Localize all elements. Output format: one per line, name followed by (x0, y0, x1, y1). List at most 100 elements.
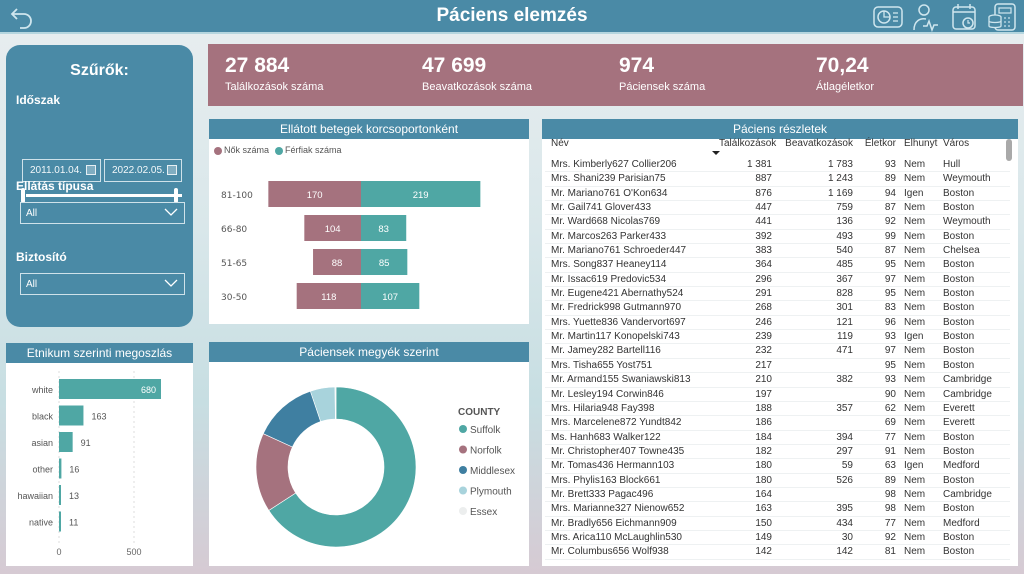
date-range-slider[interactable] (26, 194, 182, 197)
table-row[interactable]: Mr. Columbus656 Wolf938 142 142 81 Nem Boston (545, 545, 1010, 560)
table-row[interactable]: Mrs. Tisha655 Yost751 217 95 Nem Boston (545, 359, 1010, 374)
col-header-deceased[interactable]: Elhunyt (904, 138, 938, 149)
legend-dot-essex[interactable] (459, 507, 467, 515)
bar-female-30-50[interactable] (296, 283, 361, 309)
table-row[interactable]: Mr. Martin117 Konopelski743 239 119 93 Igen B… (545, 330, 1010, 345)
slider-handle-end[interactable] (174, 188, 178, 203)
legend-dot-plymouth[interactable] (459, 486, 467, 495)
bar-female-66-80[interactable] (304, 215, 361, 241)
cell-city: Cambridge (943, 374, 992, 386)
cell-age: 89 (884, 474, 896, 486)
bar-male-30-50[interactable] (361, 283, 420, 309)
bar-female-81-100[interactable] (268, 181, 361, 207)
cell-age: 97 (884, 273, 896, 285)
table-row[interactable]: Mr. Mariano761 O'Kon634 876 1 169 94 Igen Bos… (545, 187, 1010, 202)
back-arrow-icon[interactable] (8, 5, 36, 29)
cell-age: 90 (884, 388, 896, 400)
dashboard-icon[interactable] (872, 2, 904, 32)
slider-handle-start[interactable] (21, 188, 25, 203)
table-row[interactable]: Mrs. Phylis163 Block661 180 526 89 Nem Boston (545, 474, 1010, 488)
table-row[interactable]: Mr. Fredrick998 Gutmann970 268 301 83 Nem Bos… (545, 301, 1010, 316)
patient-activity-icon[interactable] (910, 2, 942, 32)
bar-hawaiian[interactable] (59, 485, 61, 505)
legend-label: Norfolk (470, 446, 503, 457)
sort-descending-icon[interactable] (712, 151, 720, 155)
data-label: 13 (69, 491, 79, 501)
cell-city: Boston (943, 331, 975, 343)
cell-city: Weymouth (943, 216, 991, 228)
bar-asian[interactable] (59, 432, 73, 452)
table-row[interactable]: Mrs. Marcelene872 Yundt842 186 69 Nem Everet… (545, 416, 1010, 431)
table-row[interactable]: Mr. Gail741 Glover433 447 759 87 Nem Boston (545, 201, 1010, 216)
cell-deceased: Nem (904, 302, 926, 314)
table-row[interactable]: Mr. Issac619 Predovic534 296 367 97 Nem Bosto… (545, 273, 1010, 288)
data-label-male: 83 (378, 224, 389, 235)
legend-dot-middlesex[interactable] (459, 466, 467, 474)
table-row[interactable]: Mr. Ward668 Nicolas769 441 136 92 Nem Weymout… (545, 215, 1010, 230)
col-header-encounters[interactable]: Találkozások (719, 138, 777, 149)
donut-slice-suffolk[interactable] (268, 386, 417, 548)
page-title: Páciens elemzés (436, 5, 588, 26)
legend-dot-norfolk[interactable] (459, 445, 467, 454)
table-row[interactable]: Mr. Bradly656 Eichmann909 150 434 77 Nem Medf… (545, 517, 1010, 531)
cell-encounters: 296 (755, 273, 772, 285)
cell-encounters: 142 (755, 546, 772, 558)
bar-other[interactable] (59, 458, 62, 479)
date-from-input[interactable]: 2011.01.04. (22, 159, 101, 182)
bar-native[interactable] (59, 511, 61, 532)
table-row[interactable]: Mr. Lesley194 Corwin846 197 90 Nem Cambridge (545, 388, 1010, 402)
bar-male-51-65[interactable] (361, 249, 408, 275)
care-type-dropdown[interactable]: All (20, 202, 185, 224)
table-row[interactable]: Mrs. Marianne327 Nienow652 163 395 98 Nem Bos… (545, 502, 1010, 517)
table-row[interactable]: Mr. Christopher407 Towne435 182 297 91 Nem Bo… (545, 445, 1010, 460)
table-row[interactable]: Mr. Jamey282 Bartell116 232 471 97 Nem Boston (545, 344, 1010, 359)
table-row[interactable]: Mrs. Song837 Heaney114 364 485 95 Nem Boston (545, 258, 1010, 273)
x-tick-label: 500 (126, 547, 141, 557)
cell-name: Ms. Hanh683 Walker122 (551, 431, 661, 443)
calendar-icon[interactable] (167, 165, 177, 175)
insurer-dropdown[interactable]: All (20, 273, 185, 295)
cell-deceased: Nem (904, 503, 926, 515)
donut-slice-essex[interactable] (334, 386, 337, 420)
calendar-clock-icon[interactable] (948, 2, 980, 32)
calendar-icon[interactable] (86, 165, 96, 175)
table-scrollbar[interactable] (1006, 139, 1012, 161)
table-row[interactable]: Mrs. Yuette836 Vandervort697 246 121 96 Nem B… (545, 316, 1010, 331)
table-row[interactable]: Mrs. Kimberly627 Collier206 1 381 1 783 93 N… (545, 158, 1010, 173)
bar-black[interactable] (59, 405, 84, 426)
col-header-procedures[interactable]: Beavatkozások (785, 138, 853, 149)
bar-white[interactable] (59, 379, 161, 399)
legend-dot-suffolk[interactable] (459, 425, 467, 433)
cell-age: 87 (884, 202, 896, 214)
table-row[interactable]: Mr. Tomas436 Hermann103 180 59 63 Igen Medfor… (545, 459, 1010, 474)
table-row[interactable]: Mr. Brett333 Pagac496 164 98 Nem Cambridge (545, 488, 1010, 503)
table-row[interactable]: Mr. Eugene421 Abernathy524 291 828 95 Nem Bos… (545, 287, 1010, 302)
col-header-age[interactable]: Életkor (864, 138, 896, 149)
finance-calculator-icon[interactable] (986, 2, 1018, 32)
table-row[interactable]: Mrs. Shani239 Parisian75 887 1 243 89 Nem Wey… (545, 172, 1010, 187)
bar-female-51-65[interactable] (313, 249, 361, 275)
table-row[interactable]: Mr. Marcos263 Parker433 392 493 99 Nem Boston (545, 230, 1010, 245)
cell-encounters: 447 (755, 202, 772, 214)
cell-age: 81 (884, 546, 896, 558)
table-row[interactable]: Mrs. Arica110 McLaughlin530 149 30 92 Nem Bos… (545, 531, 1010, 546)
bar-male-81-100[interactable] (361, 181, 481, 207)
col-header-city[interactable]: Város (943, 138, 970, 149)
table-row[interactable]: Mr. Mariano761 Schroeder447 383 540 87 Nem Ch… (545, 244, 1010, 259)
legend-item-male[interactable]: Férfiak száma (275, 145, 342, 155)
table-row[interactable]: Ms. Hanh683 Walker122 184 394 77 Nem Boston (545, 431, 1010, 445)
col-header-name[interactable]: Név (551, 138, 569, 149)
cell-deceased: Nem (904, 374, 926, 386)
cell-age: 98 (884, 503, 896, 515)
cell-name: Mrs. Arica110 McLaughlin530 (551, 531, 682, 543)
cell-procedures (772, 416, 853, 429)
legend-item-female[interactable]: Nők száma (214, 145, 269, 155)
table-row[interactable]: Mr. Armand155 Swaniawski813 210 382 93 Nem Ca… (545, 373, 1010, 388)
cell-city: Boston (943, 474, 975, 486)
cell-deceased: Nem (904, 245, 926, 257)
cell-city: Boston (943, 359, 975, 371)
table-row[interactable]: Mrs. Hilaria948 Fay398 188 357 62 Nem Everett (545, 402, 1010, 417)
date-to-input[interactable]: 2022.02.05. (104, 159, 182, 182)
cell-deceased: Igen (904, 460, 924, 472)
bar-male-66-80[interactable] (361, 215, 407, 241)
